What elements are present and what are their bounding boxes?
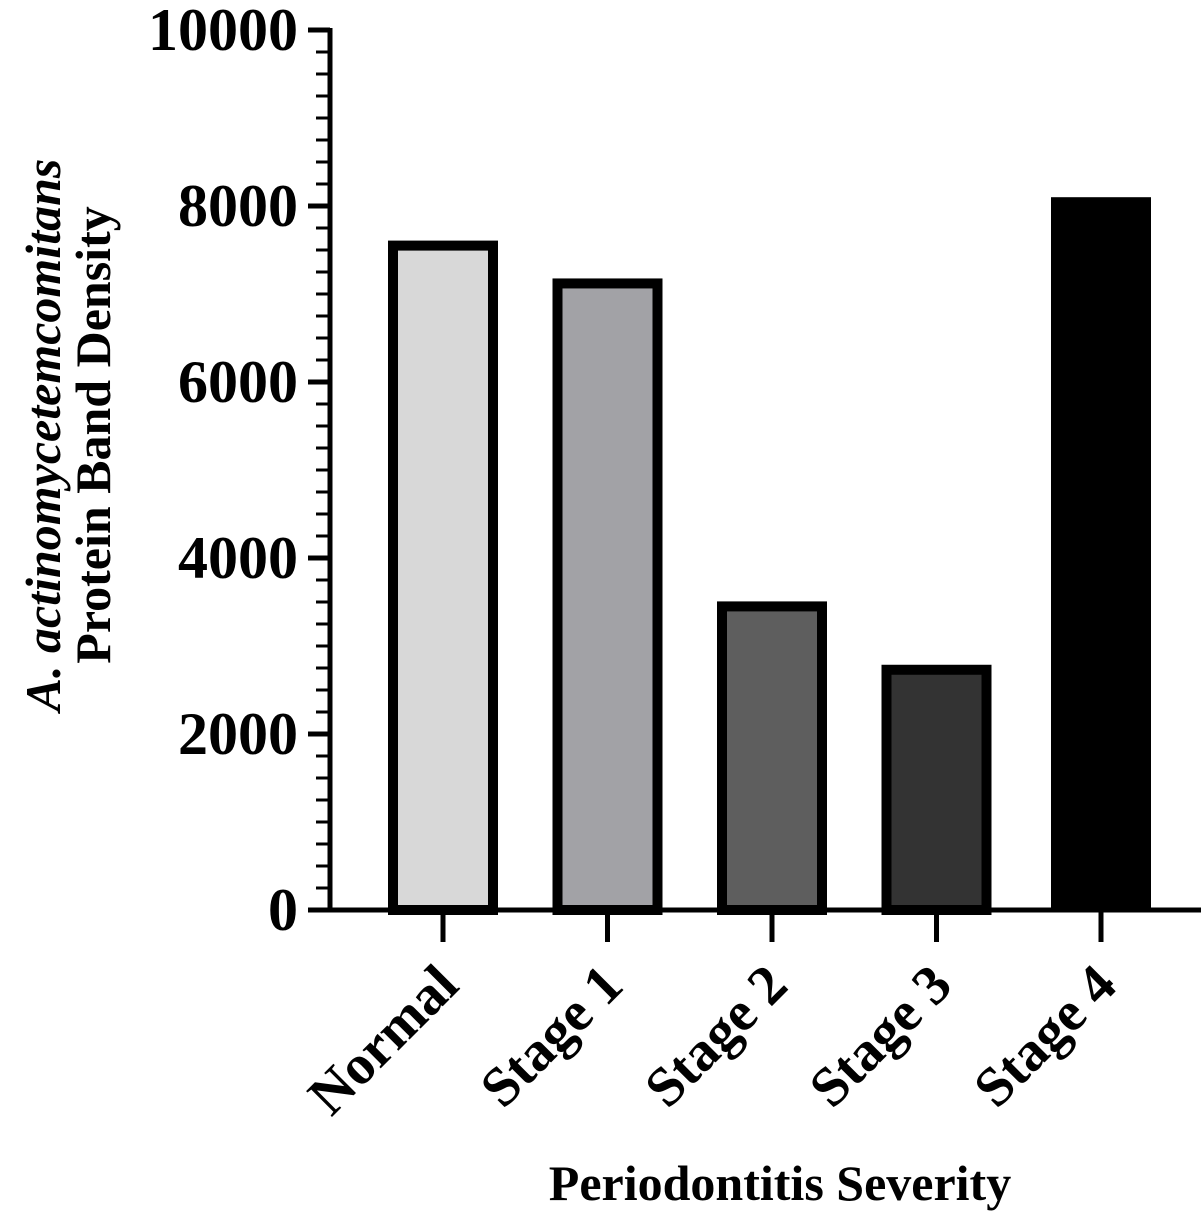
x-tick-label: Stage 2 [633,953,799,1119]
x-axis [328,907,1201,942]
y-axis-title-line1: A. actinomycetemcomitans [15,159,71,715]
y-axis-title-line2: Protein Band Density [65,206,121,663]
bar-stage-3 [881,664,992,916]
x-axis-title: Periodontitis Severity [549,1155,1011,1211]
y-tick-label: 2000 [178,701,298,767]
y-tick-label: 8000 [178,173,298,239]
y-tick-label: 4000 [178,525,298,591]
bar-stage-2 [717,601,827,916]
x-tick-label: Stage 4 [962,953,1128,1119]
bar-stage-4 [1051,197,1151,910]
y-tick-label: 6000 [178,349,298,415]
y-tick-label: 0 [268,877,298,943]
y-axis-title: A. actinomycetemcomitans Protein Band De… [15,159,121,715]
bar-normal [388,240,498,916]
y-axis [308,27,333,913]
x-tick-label: Normal [297,953,471,1127]
y-tick-labels: 0 2000 4000 6000 8000 10000 [148,0,298,943]
y-tick-label: 10000 [148,0,298,63]
x-tick-label: Stage 1 [469,953,635,1119]
x-tick-label: Stage 3 [798,953,964,1119]
bar-stage-1 [552,278,663,915]
bars-group [388,197,1151,916]
